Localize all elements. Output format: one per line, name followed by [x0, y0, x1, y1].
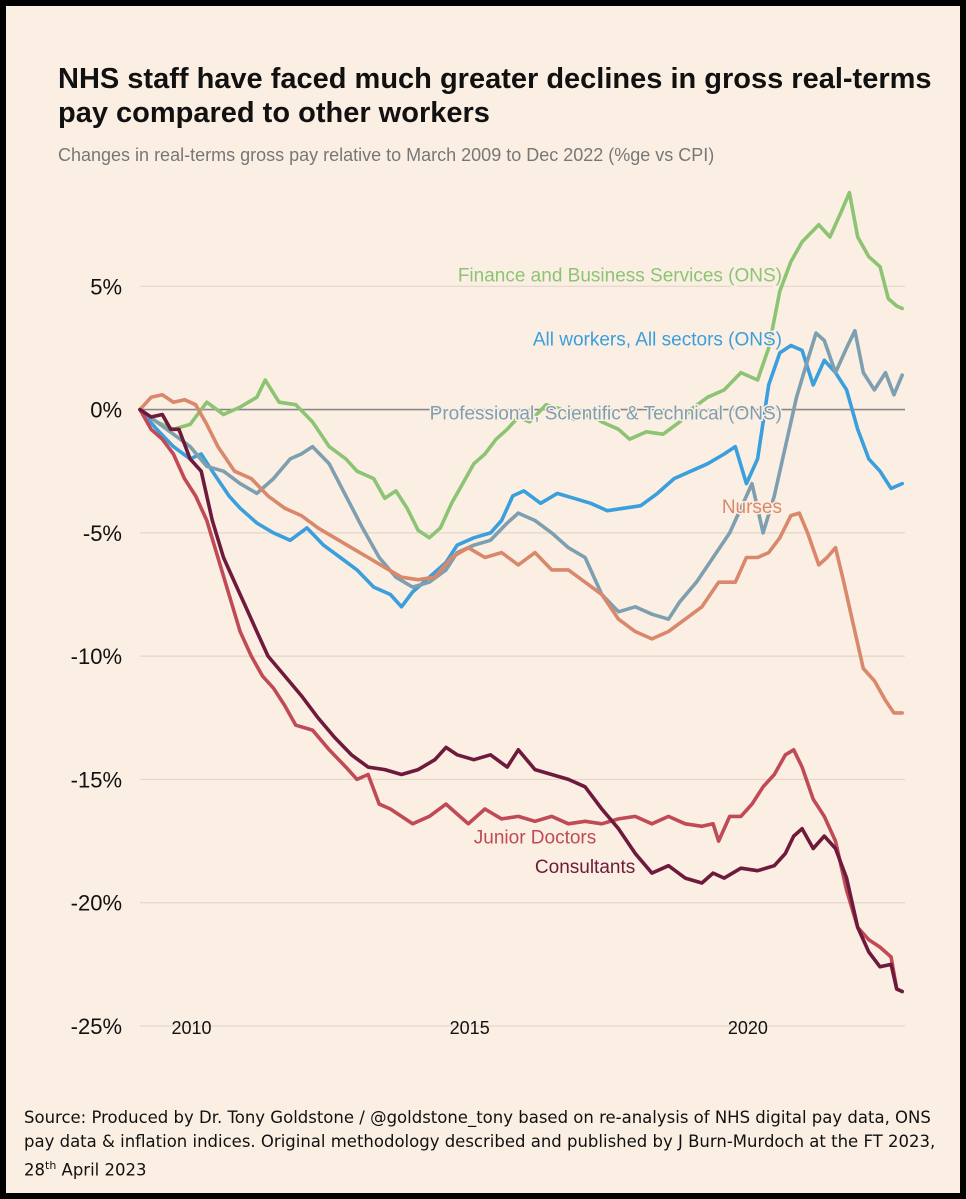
source-tail: April 2023 — [56, 1160, 147, 1180]
chart-title: NHS staff have faced much greater declin… — [58, 63, 932, 129]
chart-subtitle: Changes in real-terms gross pay relative… — [58, 145, 715, 165]
x-tick-label: 2010 — [171, 1018, 211, 1038]
series-label: Consultants — [535, 857, 635, 878]
series-line-nurses — [138, 393, 904, 715]
y-tick-label: -5% — [83, 521, 122, 546]
source-text: Source: Produced by Dr. Tony Goldstone /… — [24, 1108, 936, 1180]
y-tick-label: -20% — [71, 891, 122, 916]
y-tick-label: -10% — [71, 644, 122, 669]
y-tick-label: 5% — [90, 274, 122, 299]
series-line-junior-doctors — [138, 407, 904, 994]
series-line-all-workers-all-sectors-ons- — [138, 343, 904, 609]
source-note: Source: Produced by Dr. Tony Goldstone /… — [24, 1106, 949, 1183]
series-line-consultants — [138, 407, 904, 994]
y-tick-label: -15% — [71, 767, 122, 792]
y-tick-label: 0% — [90, 398, 122, 423]
source-superscript: th — [45, 1159, 57, 1172]
series-label: Nurses — [722, 497, 782, 518]
chart-frame: NHS staff have faced much greater declin… — [6, 6, 960, 1193]
series-label: All workers, All sectors (ONS) — [533, 329, 782, 350]
y-tick-label: -25% — [71, 1014, 122, 1039]
series-label: Junior Doctors — [474, 828, 597, 849]
series-line-finance-and-business-services-ons- — [138, 190, 904, 540]
x-tick-label: 2020 — [728, 1018, 768, 1038]
series-line-professional-scientific-technical-ons- — [138, 328, 904, 621]
series-label: Professional, Scientific & Technical (ON… — [430, 403, 782, 424]
series-label: Finance and Business Services (ONS) — [458, 265, 782, 286]
x-tick-label: 2015 — [450, 1018, 490, 1038]
